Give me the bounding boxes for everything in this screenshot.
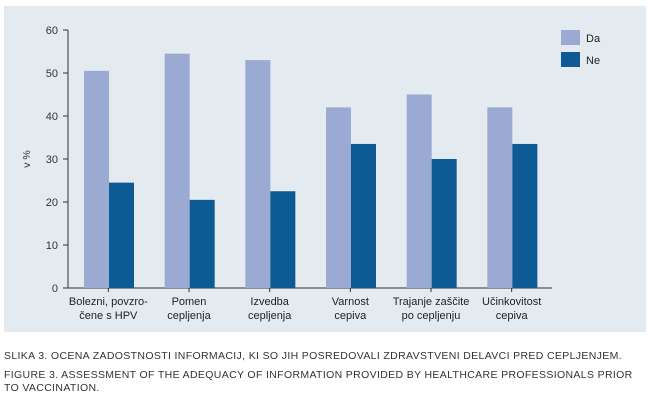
- bar-da-3: [245, 60, 271, 288]
- bar-chart: 0 10 20 30 40 50 60 v % Bolezni, povzro-čene s …: [21, 25, 601, 322]
- legend-label-da: Da: [586, 33, 601, 45]
- category-label: Učinkovitost cepiva: [482, 296, 541, 322]
- bar-da-4: [326, 107, 351, 289]
- category-label-line: cepiva: [334, 310, 367, 322]
- category-label: Varnost cepiva: [332, 296, 369, 322]
- legend-swatch-ne: [561, 52, 580, 67]
- category-label: Trajanje zaščite po cepljenju: [393, 296, 470, 322]
- caption-english: FIGURE 3. ASSESSMENT OF THE ADEQUACY OF …: [4, 369, 633, 394]
- category-label: Bolezni, povzro-čene s HPV: [69, 296, 148, 322]
- category-label-line: Bolezni, povzro-: [69, 296, 148, 308]
- category-label: Pomen cepljenja: [167, 296, 211, 322]
- category-label-line: cepljenja: [248, 310, 292, 322]
- legend: Da Ne: [561, 30, 601, 67]
- axes: 0 10 20 30 40 50 60 v %: [21, 25, 552, 295]
- y-tick-label: 10: [46, 240, 58, 252]
- bars: [84, 53, 538, 289]
- figure-captions: SLIKA 3. OCENA ZADOSTNOSTI INFORMACIJ, K…: [4, 350, 644, 395]
- bar-ne-5: [431, 159, 457, 288]
- y-tick-label: 60: [46, 25, 58, 37]
- category-label-line: Trajanje zaščite: [393, 296, 470, 308]
- category-label-line: po cepljenju: [402, 310, 461, 322]
- legend-swatch-da: [561, 30, 580, 45]
- y-axis-title: v %: [21, 150, 33, 168]
- category-label-line: Učinkovitost: [482, 296, 541, 308]
- category-label-line: Pomen: [172, 296, 207, 308]
- bar-da-5: [406, 94, 432, 288]
- bar-da-2: [164, 53, 190, 289]
- category-label-line: Varnost: [332, 296, 369, 308]
- y-tick-label: 0: [52, 283, 58, 295]
- bar-ne-3: [270, 191, 296, 288]
- bar-ne-2: [189, 199, 215, 288]
- chart-panel: 0 10 20 30 40 50 60 v % Bolezni, povzro-čene s …: [4, 6, 646, 332]
- bar-da-1: [84, 70, 109, 288]
- category-label: Izvedba cepljenja: [248, 296, 292, 322]
- category-label-line: cepiva: [496, 310, 529, 322]
- bar-da-6: [487, 107, 513, 289]
- y-tick-label: 30: [46, 154, 58, 166]
- category-labels: Bolezni, povzro-čene s HPV Pomen cepljenja…: [69, 296, 541, 322]
- caption-slovene: SLIKA 3. OCENA ZADOSTNOSTI INFORMACIJ, K…: [4, 350, 622, 362]
- bar-ne-4: [351, 143, 376, 288]
- legend-label-ne: Ne: [586, 55, 600, 67]
- bar-ne-6: [512, 143, 538, 288]
- category-label-line: Izvedba: [250, 296, 289, 308]
- y-tick-label: 50: [46, 68, 58, 80]
- y-tick-label: 40: [46, 111, 58, 123]
- y-tick-label: 20: [46, 197, 58, 209]
- category-label-line: čene s HPV: [79, 310, 138, 322]
- category-label-line: cepljenja: [167, 310, 211, 322]
- bar-ne-1: [109, 182, 134, 288]
